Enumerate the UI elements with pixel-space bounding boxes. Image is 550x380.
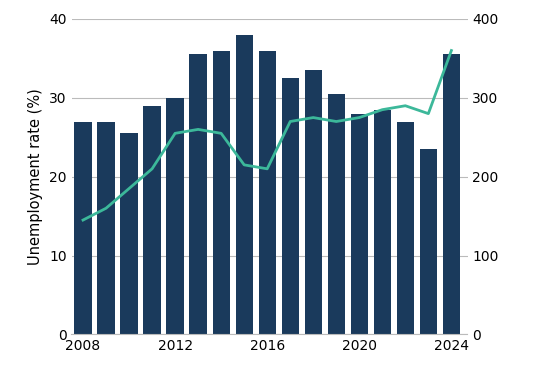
Bar — [373, 110, 391, 334]
Bar — [190, 54, 207, 334]
Bar — [212, 51, 230, 334]
Bar — [351, 114, 368, 334]
Bar — [97, 122, 114, 334]
Bar — [305, 70, 322, 334]
Bar — [74, 122, 92, 334]
Bar — [167, 98, 184, 334]
Bar — [144, 106, 161, 334]
Bar — [120, 133, 138, 334]
Bar — [420, 149, 437, 334]
Bar — [282, 78, 299, 334]
Bar — [235, 35, 253, 334]
Bar — [328, 94, 345, 334]
Y-axis label: Unemployment rate (%): Unemployment rate (%) — [29, 88, 43, 265]
Bar — [258, 51, 276, 334]
Bar — [443, 54, 460, 334]
Bar — [397, 122, 414, 334]
